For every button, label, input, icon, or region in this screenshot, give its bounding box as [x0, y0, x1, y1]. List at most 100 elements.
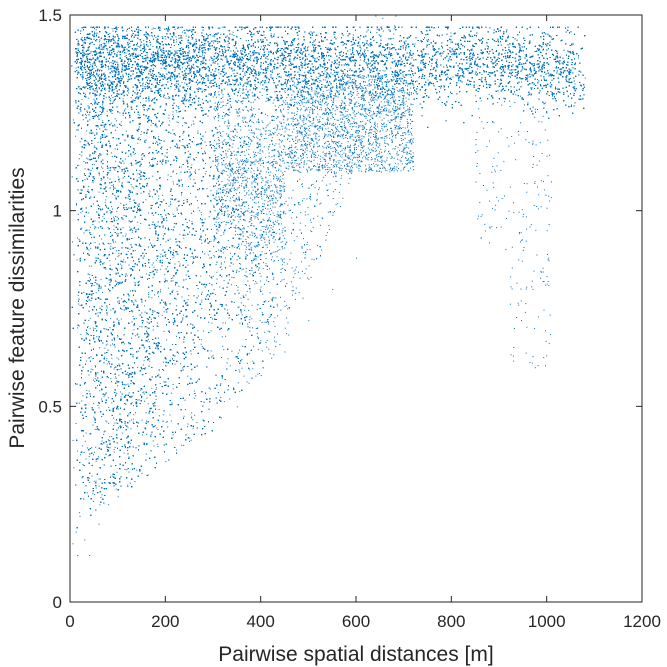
scatter-point [151, 73, 153, 75]
scatter-point [102, 354, 104, 356]
scatter-point [188, 295, 190, 297]
scatter-point [148, 412, 150, 414]
scatter-point [163, 306, 165, 308]
scatter-point [152, 329, 154, 331]
scatter-point [124, 209, 125, 210]
scatter-point [108, 440, 110, 442]
scatter-point [192, 120, 194, 122]
scatter-point [316, 90, 318, 92]
scatter-point [100, 497, 102, 498]
scatter-point [200, 211, 202, 213]
scatter-point [92, 89, 94, 91]
scatter-point [217, 113, 219, 115]
scatter-point [114, 367, 116, 368]
scatter-point [111, 112, 113, 114]
scatter-point [93, 93, 95, 95]
scatter-point [104, 319, 106, 321]
scatter-point [125, 52, 127, 54]
scatter-point [103, 72, 105, 74]
scatter-point [265, 82, 267, 84]
scatter-point [118, 320, 120, 322]
scatter-point [90, 335, 92, 336]
scatter-point [165, 365, 167, 367]
scatter-point [190, 353, 192, 355]
scatter-point [133, 52, 135, 54]
scatter-point [109, 80, 111, 82]
scatter-point [275, 58, 277, 60]
scatter-point [171, 402, 173, 404]
scatter-point [106, 421, 108, 423]
scatter-point [262, 293, 264, 295]
scatter-point [204, 90, 206, 92]
scatter-point [93, 494, 95, 495]
scatter-point [170, 229, 172, 231]
scatter-point [249, 369, 251, 371]
scatter-point [115, 42, 117, 44]
scatter-point [129, 226, 131, 228]
scatter-point [205, 67, 207, 69]
scatter-point [236, 189, 238, 191]
scatter-point [129, 268, 131, 270]
scatter-point [118, 283, 120, 285]
scatter-point [197, 288, 199, 289]
scatter-point [128, 413, 130, 415]
scatter-point [172, 384, 174, 385]
scatter-point [155, 259, 157, 261]
scatter-point [197, 130, 199, 132]
scatter-point [92, 500, 94, 502]
scatter-point [244, 125, 246, 127]
scatter-point [94, 83, 96, 85]
scatter-point [122, 427, 124, 428]
scatter-point [189, 156, 191, 158]
scatter-point [205, 295, 207, 297]
scatter-point [106, 314, 108, 316]
scatter-point [127, 427, 129, 429]
scatter-point [133, 153, 135, 155]
scatter-point [145, 453, 147, 455]
scatter-point [123, 162, 125, 164]
scatter-point [77, 327, 79, 329]
scatter-point [234, 125, 236, 127]
scatter-point [150, 318, 152, 320]
scatter-point [94, 228, 96, 230]
scatter-point [134, 291, 136, 292]
scatter-point [160, 105, 162, 107]
scatter-point [81, 400, 83, 402]
scatter-point [190, 439, 192, 441]
scatter-point [225, 335, 227, 337]
scatter-point [123, 259, 125, 261]
scatter-point [226, 35, 228, 37]
scatter-point [214, 210, 216, 212]
scatter-point [129, 198, 131, 200]
scatter-point [226, 362, 228, 364]
scatter-point [178, 87, 180, 89]
scatter-point [170, 404, 172, 406]
scatter-point [245, 86, 247, 88]
scatter-point [144, 333, 146, 335]
scatter-point [96, 128, 98, 130]
scatter-point [266, 196, 268, 198]
scatter-point [170, 203, 172, 205]
scatter-point [206, 188, 208, 190]
scatter-point [104, 201, 106, 203]
scatter-point [215, 238, 217, 240]
scatter-point [155, 398, 157, 400]
scatter-point [141, 157, 143, 159]
scatter-point [114, 247, 116, 248]
scatter-point [130, 383, 132, 385]
scatter-point [217, 242, 218, 243]
scatter-point [174, 363, 176, 365]
scatter-point [114, 346, 116, 348]
scatter-point [188, 135, 190, 137]
scatter-point [110, 62, 112, 64]
scatter-point [181, 51, 183, 53]
scatter-point [115, 196, 117, 198]
scatter-point [104, 183, 106, 185]
scatter-point [87, 158, 89, 160]
scatter-point [92, 327, 94, 329]
scatter-point [210, 330, 212, 332]
scatter-point [310, 31, 312, 33]
scatter-point [86, 125, 88, 127]
scatter-point [191, 417, 193, 419]
scatter-point [134, 250, 136, 252]
